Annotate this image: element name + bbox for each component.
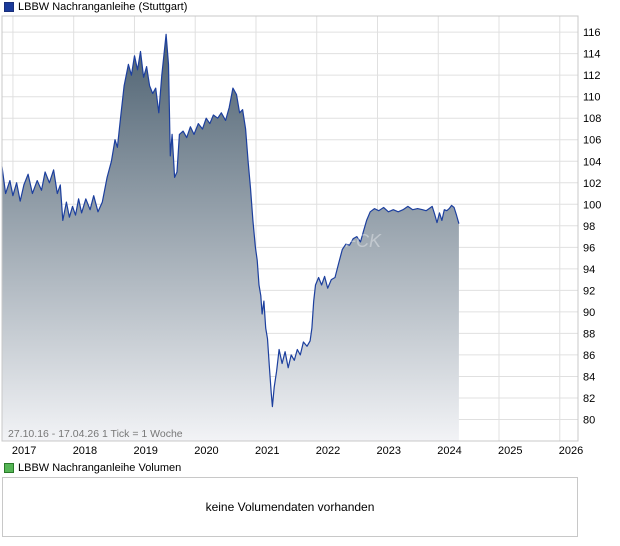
y-tick-label: 110 bbox=[583, 92, 601, 104]
x-tick-label: 2021 bbox=[255, 445, 279, 457]
y-tick-label: 88 bbox=[583, 328, 595, 340]
x-tick-label: 2019 bbox=[133, 445, 157, 457]
period-label: 27.10.16 - 17.04.26 1 Tick = 1 Woche bbox=[8, 428, 183, 440]
volume-legend: LBBW Nachranganleihe Volumen bbox=[4, 461, 181, 475]
price-line bbox=[1, 33, 460, 408]
y-tick-label: 90 bbox=[583, 307, 595, 319]
volume-legend-swatch bbox=[4, 463, 14, 473]
y-tick-label: 86 bbox=[583, 350, 595, 362]
y-tick-label: 82 bbox=[583, 393, 595, 405]
y-tick-label: 102 bbox=[583, 178, 601, 190]
y-tick-label: 80 bbox=[583, 414, 595, 426]
watermark: FCK bbox=[345, 231, 382, 251]
x-tick-label: 2024 bbox=[437, 445, 461, 457]
y-tick-label: 94 bbox=[583, 264, 595, 276]
y-tick-label: 100 bbox=[583, 199, 601, 211]
y-tick-label: 84 bbox=[583, 371, 595, 383]
x-tick-label: 2022 bbox=[316, 445, 340, 457]
y-tick-label: 104 bbox=[583, 156, 601, 168]
x-tick-label: 2023 bbox=[376, 445, 400, 457]
no-volume-message: keine Volumendaten vorhanden bbox=[205, 500, 375, 514]
price-legend-swatch bbox=[4, 2, 14, 12]
price-chart: 80 82 84 86 88 90 92 94 96 98 100 102 104 106 108 110 11… bbox=[1, 15, 601, 457]
volume-panel: keine Volumendaten vorhanden bbox=[2, 477, 578, 537]
y-tick-label: 114 bbox=[583, 49, 601, 61]
y-tick-label: 108 bbox=[583, 113, 601, 125]
y-tick-label: 116 bbox=[583, 27, 601, 39]
price-area bbox=[2, 34, 459, 442]
x-tick-label: 2020 bbox=[194, 445, 218, 457]
x-tick-label: 2018 bbox=[73, 445, 97, 457]
y-tick-label: 98 bbox=[583, 221, 595, 233]
volume-legend-label: LBBW Nachranganleihe Volumen bbox=[18, 462, 182, 474]
y-tick-label: 96 bbox=[583, 242, 595, 254]
plot-frame bbox=[1, 15, 579, 442]
x-tick-label: 2017 bbox=[12, 445, 36, 457]
price-legend: LBBW Nachranganleihe (Stuttgart) bbox=[4, 0, 187, 14]
y-tick-label: 112 bbox=[583, 70, 601, 82]
y-tick-label: 106 bbox=[583, 135, 601, 147]
x-tick-label: 2025 bbox=[498, 445, 522, 457]
x-tick-label: 2026 bbox=[559, 445, 583, 457]
price-legend-label: LBBW Nachranganleihe (Stuttgart) bbox=[18, 1, 188, 13]
y-tick-label: 92 bbox=[583, 285, 595, 297]
